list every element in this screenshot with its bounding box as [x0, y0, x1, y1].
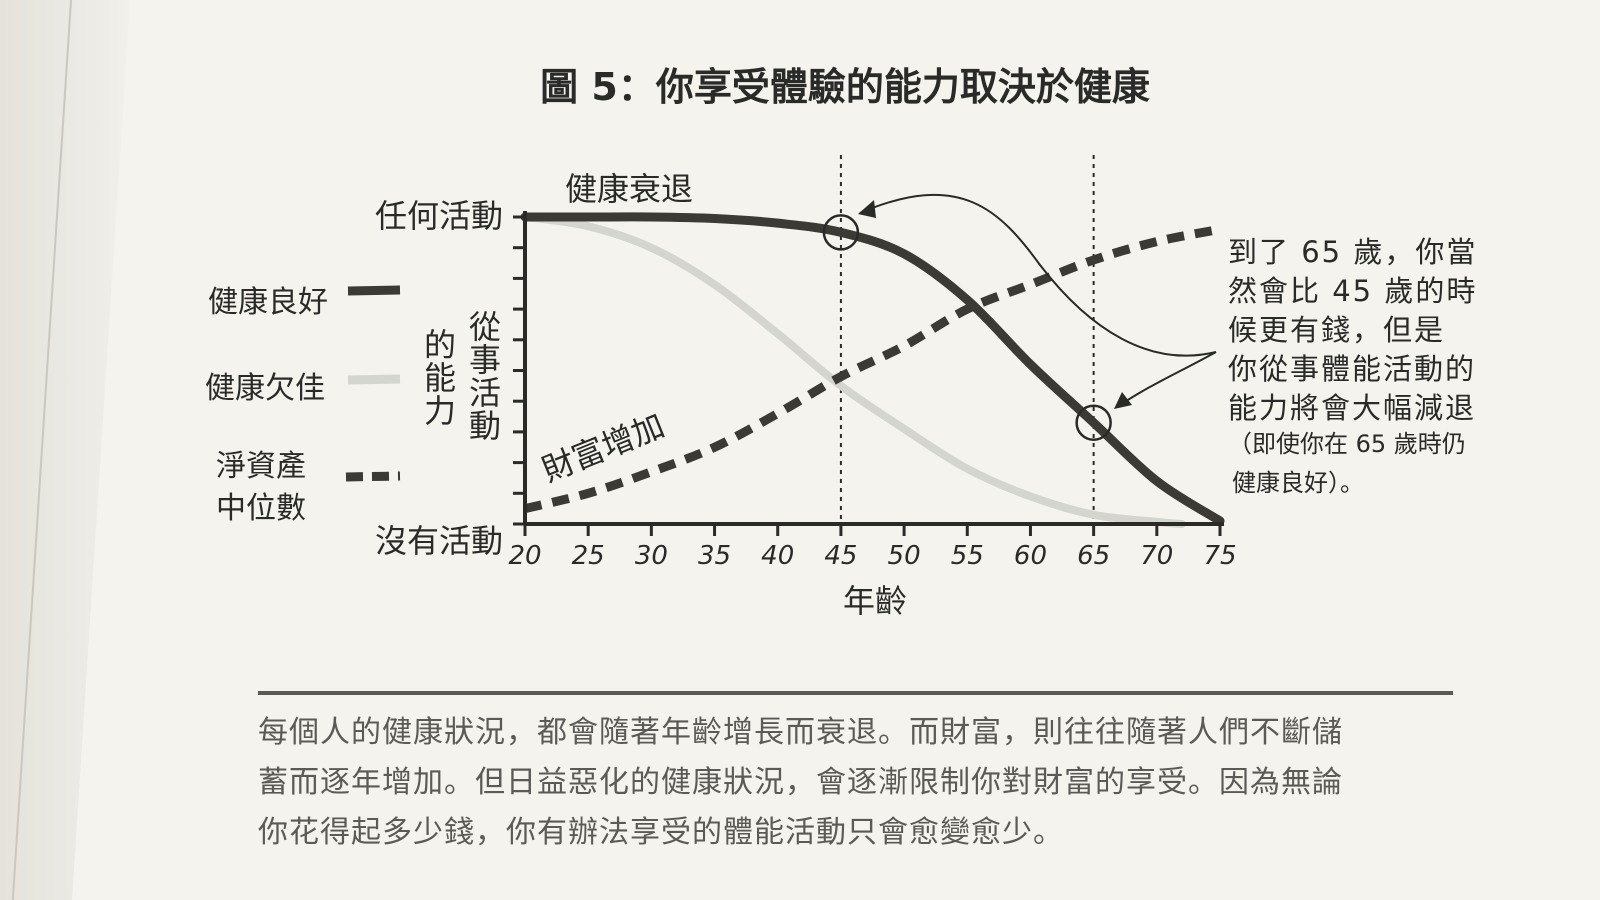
caption-line-2: 蓄而逐年增加。但日益惡化的健康狀況，會逐漸限制你對財富的享受。因為無論 — [258, 765, 1343, 800]
x-tick-label-65: 65 — [1077, 541, 1110, 571]
series-line-0 — [520, 212, 1225, 526]
x-tick-label-45: 45 — [824, 541, 857, 571]
x-tick-label-25: 25 — [572, 541, 605, 571]
annotation-health-decline: 健康衰退 — [565, 170, 693, 208]
x-axis-title: 年齡 — [843, 582, 907, 620]
legend-label-poor-health: 健康欠佳 — [205, 371, 325, 406]
ylabel-right-char: 活 — [469, 374, 501, 412]
note-line-3: 候更有錢，但是 — [1228, 313, 1445, 347]
figure-caption: 每個人的健康狀況，都會隨著年齡增長而衰退。而財富，則往往隨著人們不斷儲 蓄而逐年… — [258, 708, 1458, 858]
x-tick-label-60: 60 — [1014, 541, 1047, 571]
ylabel-left-char: 能 — [424, 359, 456, 397]
x-tick-label-35: 35 — [698, 541, 731, 571]
arrow-to-65 — [1119, 351, 1217, 406]
note-line-1: 到了 65 歲，你當 — [1228, 235, 1477, 269]
arrow-to-45 — [859, 193, 1217, 357]
highlight-circle-65 — [1075, 404, 1112, 441]
x-tick-label-55: 55 — [951, 541, 984, 571]
caption-line-1: 每個人的健康狀況，都會隨著年齡增長而衰退。而財富，則往往隨著人們不斷儲 — [258, 715, 1343, 750]
series-line-2 — [523, 224, 1221, 514]
ylabel-right-char: 事 — [469, 341, 501, 379]
ylabel-left-char: 力 — [424, 392, 456, 430]
x-tick-label-40: 40 — [761, 541, 794, 571]
arrowhead-45 — [858, 200, 876, 218]
x-tick-label-75: 75 — [1203, 541, 1236, 571]
note-line-4: 你從事體能活動的 — [1228, 352, 1476, 386]
x-tick-label-30: 30 — [635, 541, 668, 571]
legend-label-good-health: 健康良好 — [208, 285, 328, 320]
y-top-label: 任何活動 — [375, 197, 503, 235]
note-line-5: 能力將會大幅減退 — [1228, 391, 1476, 425]
arrowhead-65 — [1114, 392, 1132, 409]
legend-label-networth-line2: 中位數 — [216, 491, 306, 526]
legend-swatch-networth — [345, 471, 401, 482]
x-tick-label-70: 70 — [1140, 541, 1173, 571]
ylabel-right-char: 從 — [469, 308, 501, 346]
highlight-circle-45 — [822, 214, 860, 251]
callout-arrows — [858, 193, 1217, 409]
ylabel-right-char: 動 — [469, 407, 501, 445]
legend-label-networth-line1: 淨資產 — [216, 449, 306, 484]
caption-line-3: 你花得起多少錢，你有辦法享受的體能活動只會愈變愈少。 — [258, 815, 1064, 850]
ylabel-left-char: 的 — [424, 326, 456, 364]
note-small-line-1: （即使你在 65 歲時仍 — [1228, 430, 1466, 458]
legend-swatch-good-health — [347, 285, 401, 296]
y-bottom-label: 沒有活動 — [375, 522, 503, 560]
x-tick-label-20: 20 — [508, 541, 541, 571]
legend: 健康良好 健康欠佳 淨資產 中位數 — [205, 285, 401, 526]
note-small-line-2: 健康良好）。 — [1232, 469, 1364, 497]
legend-swatch-poor-health — [347, 374, 401, 385]
annotation-note: 到了 65 歲，你當 然會比 45 歲的時 候更有錢，但是 你從事體能活動的 能… — [1228, 235, 1477, 497]
note-line-2: 然會比 45 歲的時 — [1228, 274, 1477, 308]
chart-title: 圖 5：你享受體驗的能力取決於健康 — [540, 65, 1150, 109]
x-tick-label-50: 50 — [888, 541, 921, 571]
caption-divider — [258, 691, 1453, 695]
series-line-1 — [521, 213, 1187, 528]
